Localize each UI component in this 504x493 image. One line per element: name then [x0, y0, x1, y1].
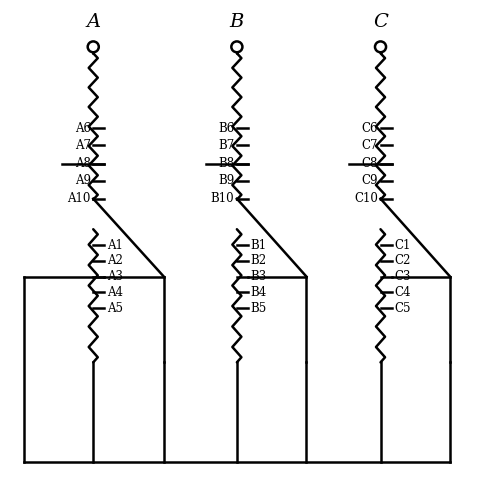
- Text: A2: A2: [107, 254, 122, 267]
- Text: B1: B1: [250, 239, 267, 251]
- Text: C7: C7: [361, 139, 378, 152]
- Text: A: A: [86, 13, 100, 31]
- Text: A6: A6: [75, 122, 91, 135]
- Text: B: B: [230, 13, 244, 31]
- Text: C8: C8: [362, 157, 378, 170]
- Text: C3: C3: [394, 270, 411, 283]
- Text: A1: A1: [107, 239, 122, 251]
- Text: B7: B7: [218, 139, 234, 152]
- Text: A9: A9: [75, 175, 91, 187]
- Text: B5: B5: [250, 302, 267, 315]
- Text: C6: C6: [361, 122, 378, 135]
- Text: B6: B6: [218, 122, 234, 135]
- Text: A4: A4: [107, 286, 123, 299]
- Text: C9: C9: [361, 175, 378, 187]
- Text: C5: C5: [394, 302, 411, 315]
- Text: B9: B9: [218, 175, 234, 187]
- Text: A8: A8: [75, 157, 91, 170]
- Text: A5: A5: [107, 302, 123, 315]
- Text: C10: C10: [354, 192, 378, 205]
- Text: B10: B10: [211, 192, 234, 205]
- Text: A10: A10: [68, 192, 91, 205]
- Text: B2: B2: [250, 254, 267, 267]
- Text: C1: C1: [394, 239, 410, 251]
- Text: B4: B4: [250, 286, 267, 299]
- Text: B8: B8: [218, 157, 234, 170]
- Text: C4: C4: [394, 286, 411, 299]
- Text: C2: C2: [394, 254, 410, 267]
- Text: C: C: [373, 13, 388, 31]
- Text: A7: A7: [75, 139, 91, 152]
- Text: A3: A3: [107, 270, 123, 283]
- Text: B3: B3: [250, 270, 267, 283]
